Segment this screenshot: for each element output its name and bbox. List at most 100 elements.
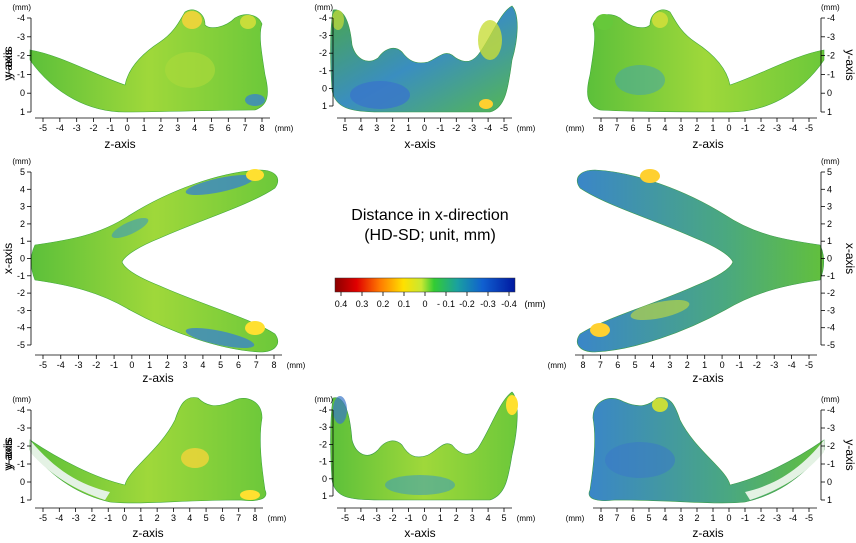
- y-tick-label: -4: [827, 405, 835, 415]
- y-tick-label: 3: [20, 202, 25, 212]
- x-tick-label: -1: [741, 123, 749, 133]
- x-tick-label: -3: [468, 123, 476, 133]
- y-unit-label: (mm): [314, 3, 333, 12]
- x-tick-label: -4: [789, 513, 797, 523]
- colorbar-tick-label: 0.1: [398, 299, 411, 309]
- y-tick-label: 0: [322, 83, 327, 93]
- colorbar-tick-label: 0: [422, 299, 427, 309]
- y-tick-label: -3: [827, 423, 835, 433]
- mandible-surface-top-left: [29, 9, 268, 113]
- y-tick-label: -1: [319, 457, 327, 467]
- chart-title-line2: (HD-SD; unit, mm): [364, 227, 496, 244]
- y-tick-label: -1: [827, 459, 835, 469]
- x-tick-label: 4: [192, 123, 197, 133]
- y-tick-label: 0: [827, 254, 832, 264]
- x-axis-label: x-axis: [404, 137, 435, 151]
- x-tick-label: 3: [470, 513, 475, 523]
- x-tick-label: 8: [598, 513, 603, 523]
- y-tick-label: -1: [17, 69, 25, 79]
- y-tick-label: -4: [319, 405, 327, 415]
- x-tick-label: 7: [254, 360, 259, 370]
- x-tick-label: 3: [678, 513, 683, 523]
- y-tick-label: 5: [827, 167, 832, 177]
- x-tick-label: 7: [243, 123, 248, 133]
- y-tick-label: -4: [827, 13, 835, 23]
- y-tick-label: 1: [322, 101, 327, 111]
- y-axis-label: y-axis: [843, 439, 856, 470]
- y-axis-label: y-axis: [843, 49, 856, 80]
- colorbar-tick-label: -0.4: [501, 299, 517, 309]
- mandible-surface-bottom-center: [330, 391, 518, 501]
- y-tick-label: -2: [319, 48, 327, 58]
- colorbar-tick-label: - 0.1: [437, 299, 455, 309]
- x-tick-label: 2: [158, 123, 163, 133]
- mandible-surface-top-center: [330, 5, 518, 113]
- x-tick-label: -3: [73, 123, 81, 133]
- y-tick-label: 2: [827, 219, 832, 229]
- axes-middle-right: 8 7 6 5 4 3 2 1 0 -1 -2 -3 -4 -5(mm)z-axis543210-1-2-…: [548, 157, 856, 385]
- x-tick-label: 4: [486, 513, 491, 523]
- x-tick-label: 3: [175, 123, 180, 133]
- x-tick-label: -5: [805, 360, 813, 370]
- y-tick-label: -3: [319, 31, 327, 41]
- x-tick-label: 5: [209, 123, 214, 133]
- y-tick-label: 4: [827, 184, 832, 194]
- x-tick-label: -3: [773, 513, 781, 523]
- x-tick-label: 6: [615, 360, 620, 370]
- y-tick-label: 0: [20, 254, 25, 264]
- x-tick-label: 5: [501, 513, 506, 523]
- x-tick-label: -1: [735, 360, 743, 370]
- x-tick-label: -4: [484, 123, 492, 133]
- x-unit-label: (mm): [275, 124, 294, 133]
- x-tick-label: -2: [757, 513, 765, 523]
- colorbar-tick-label: -0.3: [480, 299, 496, 309]
- x-tick-label: -5: [39, 513, 47, 523]
- x-tick-label: -3: [373, 513, 381, 523]
- x-tick-label: 2: [694, 513, 699, 523]
- x-tick-label: -1: [405, 513, 413, 523]
- y-tick-label: -3: [827, 305, 835, 315]
- y-tick-label: -3: [827, 32, 835, 42]
- x-tick-label: 0: [122, 513, 127, 523]
- y-axis-label: y-axis: [1, 439, 15, 470]
- x-tick-label: 6: [236, 360, 241, 370]
- y-tick-label: 1: [20, 495, 25, 505]
- x-unit-label: (mm): [566, 124, 585, 133]
- x-tick-label: -5: [805, 513, 813, 523]
- x-tick-label: -5: [39, 360, 47, 370]
- y-tick-label: 0: [20, 88, 25, 98]
- x-tick-label: -3: [72, 513, 80, 523]
- x-tick-label: -2: [389, 513, 397, 523]
- x-tick-label: 8: [271, 360, 276, 370]
- axes-middle-left: -5 -4 -3 -2 -1 0 1 2 3 4 5 6 7 8 (mm)z-axis543210-1-2-…: [1, 157, 306, 385]
- x-axis-label: z-axis: [142, 371, 173, 385]
- x-tick-label: 8: [259, 123, 264, 133]
- axes-top-right: 8 7 6 5 4 3 2 1 0 -1 -2 -3 -4 -5 (mm) z-axis -4 -3 -2 -1 0 1 (…: [566, 3, 856, 151]
- y-axis-label: y-axis: [1, 49, 15, 80]
- x-tick-label: -4: [55, 513, 63, 523]
- x-tick-label: 1: [710, 513, 715, 523]
- x-tick-label: -3: [773, 123, 781, 133]
- chart-title-line1: Distance in x-direction: [351, 207, 509, 224]
- x-unit-label: (mm): [287, 361, 306, 370]
- y-tick-label: -3: [17, 32, 25, 42]
- y-tick-label: 0: [827, 477, 832, 487]
- y-tick-label: -4: [319, 13, 327, 23]
- y-axis-label: x-axis: [843, 243, 856, 274]
- y-tick-label: -1: [17, 459, 25, 469]
- y-tick-label: -2: [827, 288, 835, 298]
- colorbar: 0.4 0.3 0.2 0.1 0 - 0.1 -0.2 -0.3 -0.4 (mm): [335, 277, 546, 309]
- x-tick-label: 1: [147, 360, 152, 370]
- x-tick-label: -5: [500, 123, 508, 133]
- x-axis-label: z-axis: [132, 526, 163, 540]
- y-tick-label: 0: [827, 88, 832, 98]
- y-tick-label: -3: [319, 422, 327, 432]
- y-tick-label: -1: [17, 271, 25, 281]
- x-tick-label: -2: [88, 513, 96, 523]
- y-tick-label: 0: [322, 474, 327, 484]
- x-tick-label: -1: [741, 513, 749, 523]
- x-axis-label: z-axis: [692, 137, 723, 151]
- y-tick-label: 1: [827, 495, 832, 505]
- x-tick-label: 1: [702, 360, 707, 370]
